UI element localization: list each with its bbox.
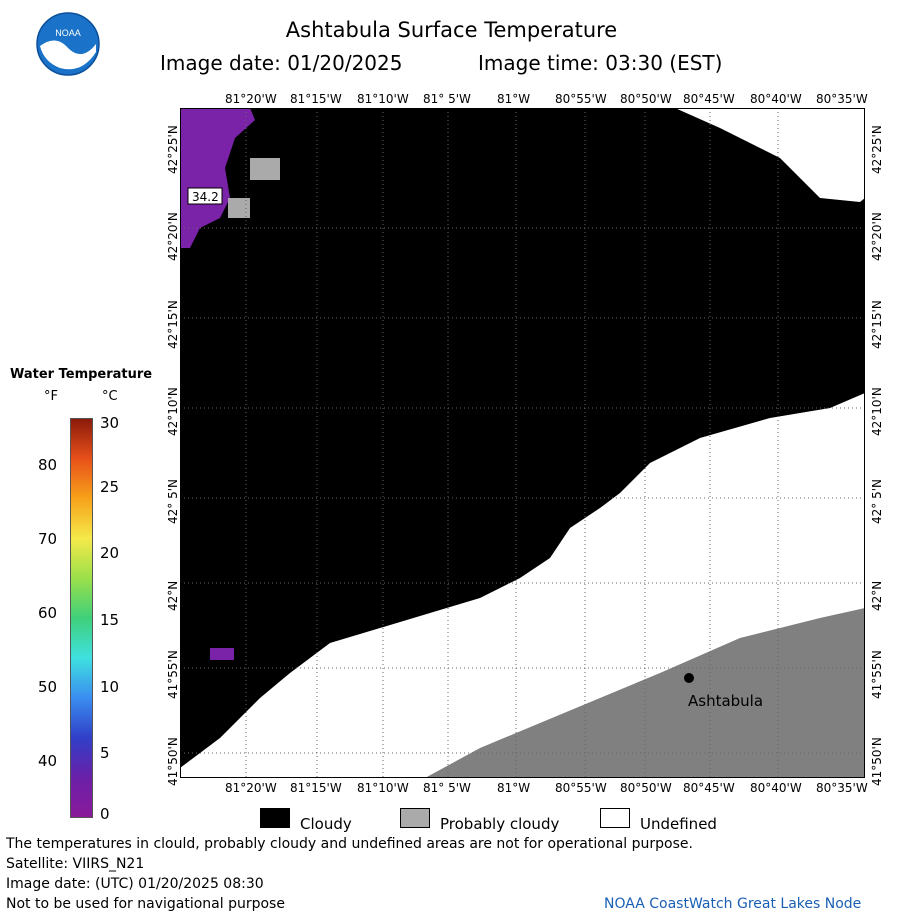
temp-label: 34.2: [192, 190, 219, 204]
image-date: Image date: 01/20/2025: [160, 51, 403, 75]
footer-utc-date: Image date: (UTC) 01/20/2025 08:30: [6, 876, 264, 892]
x-tick-top: 81°20'W: [225, 92, 277, 106]
y-tick-right: 41°50'N: [870, 737, 884, 786]
y-tick-right: 42°25'N: [870, 125, 884, 174]
x-tick-top: 80°55'W: [555, 92, 607, 106]
x-tick-top: 81°10'W: [357, 92, 409, 106]
x-tick-bottom: 80°40'W: [750, 781, 802, 795]
page-title: Ashtabula Surface Temperature: [285, 18, 618, 42]
legend-cloudy-swatch: [260, 808, 290, 828]
y-tick-right: 42°10'N: [870, 387, 884, 436]
c-tick: 0: [100, 805, 110, 823]
legend-probably-cloudy: Probably cloudy: [440, 815, 560, 833]
c-tick: 20: [100, 544, 120, 562]
y-tick-left: 42°15'N: [166, 300, 180, 349]
c-tick: 5: [100, 744, 110, 762]
y-tick-left: 42°10'N: [166, 387, 180, 436]
x-tick-top: 80°50'W: [620, 92, 672, 106]
map-panel: Ashtabula 34.2: [180, 108, 865, 778]
x-tick-bottom: 81°W: [497, 781, 531, 795]
x-tick-bottom: 81°20'W: [225, 781, 277, 795]
logo-text: NOAA: [55, 28, 81, 38]
x-tick-top: 81°15'W: [290, 92, 342, 106]
image-time: Image time: 03:30 (EST): [478, 51, 723, 75]
y-tick-right: 42° 5'N: [870, 479, 884, 524]
water-temp-region: [180, 108, 255, 248]
x-tick-top: 81°W: [497, 92, 531, 106]
y-tick-left: 42°N: [166, 580, 180, 611]
legend-undefined-swatch: [600, 808, 630, 828]
footer-credit: NOAA CoastWatch Great Lakes Node: [604, 896, 862, 912]
f-tick: 80: [38, 456, 58, 474]
c-tick: 15: [100, 611, 120, 629]
noaa-logo: NOAA: [36, 12, 100, 76]
x-tick-bottom: 80°45'W: [683, 781, 735, 795]
x-tick-top: 80°45'W: [683, 92, 735, 106]
x-tick-bottom: 81° 5'W: [423, 781, 471, 795]
ashtabula-marker: [684, 673, 694, 683]
footer-navigation: Not to be used for navigational purpose: [6, 896, 285, 912]
y-tick-right: 42°15'N: [870, 300, 884, 349]
f-tick: 50: [38, 678, 58, 696]
f-tick: 70: [38, 530, 58, 548]
water-temp-region-small: [210, 648, 234, 660]
x-tick-bottom: 80°50'W: [620, 781, 672, 795]
y-tick-left: 41°50'N: [166, 737, 180, 786]
probably-cloudy-patch: [250, 158, 280, 180]
y-tick-left: 41°55'N: [166, 650, 180, 699]
x-tick-top: 80°40'W: [750, 92, 802, 106]
x-tick-top: 80°35'W: [816, 92, 868, 106]
y-tick-right: 41°55'N: [870, 650, 884, 699]
x-tick-bottom: 80°35'W: [816, 781, 868, 795]
y-tick-left: 42° 5'N: [166, 479, 180, 524]
x-tick-bottom: 80°55'W: [555, 781, 607, 795]
y-tick-right: 42°N: [870, 580, 884, 611]
probably-cloudy-patch-2: [228, 198, 250, 218]
colorbar-title: Water Temperature: [10, 367, 153, 382]
footer-disclaimer: The temperatures in clould, probably clo…: [6, 836, 693, 852]
x-tick-top: 81° 5'W: [423, 92, 471, 106]
f-tick: 60: [38, 604, 58, 622]
colorbar: [70, 418, 93, 818]
footer-satellite: Satellite: VIIRS_N21: [6, 856, 145, 872]
legend-undefined: Undefined: [640, 815, 717, 833]
unit-c: °C: [102, 389, 118, 404]
y-tick-left: 42°20'N: [166, 212, 180, 261]
c-tick: 30: [100, 414, 120, 432]
unit-f: °F: [44, 389, 58, 404]
x-tick-bottom: 81°15'W: [290, 781, 342, 795]
cloudy-region: [180, 108, 865, 768]
y-tick-left: 42°25'N: [166, 125, 180, 174]
legend-cloudy: Cloudy: [300, 815, 352, 833]
legend-probably-cloudy-swatch: [400, 808, 430, 828]
x-tick-bottom: 81°10'W: [357, 781, 409, 795]
city-label: Ashtabula: [688, 692, 763, 710]
y-tick-right: 42°20'N: [870, 212, 884, 261]
c-tick: 10: [100, 678, 120, 696]
f-tick: 40: [38, 752, 58, 770]
c-tick: 25: [100, 478, 120, 496]
